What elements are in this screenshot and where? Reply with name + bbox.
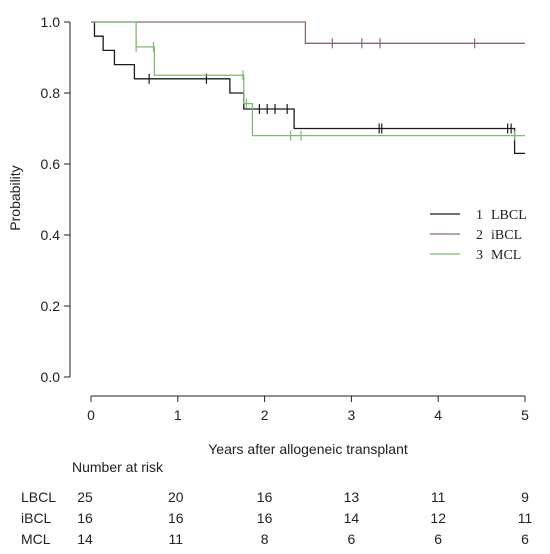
- risk-value: 11: [169, 531, 184, 547]
- risk-value: 6: [434, 531, 442, 547]
- risk-row-label: iBCL: [21, 510, 52, 526]
- risk-value: 14: [77, 531, 93, 547]
- legend-label: LBCL: [491, 208, 527, 223]
- y-tick-label: 0.8: [41, 85, 61, 101]
- risk-value: 12: [430, 510, 446, 526]
- risk-value: 11: [431, 489, 446, 505]
- legend: 1 LBCL 2 iBCL 3 MCL: [430, 208, 527, 263]
- risk-table-title: Number at risk: [72, 459, 164, 475]
- risk-value: 9: [521, 489, 529, 505]
- risk-value: 16: [257, 489, 273, 505]
- risk-table: LBCL 25 20 16 13 11 9 iBCL 16 16 16 14 12 11 MCL 14 11 8 6…: [21, 489, 532, 547]
- curve-mcl: [91, 21, 525, 137]
- x-axis: 0 1 2 3 4 5: [87, 395, 529, 423]
- risk-value: 14: [344, 510, 360, 526]
- risk-value: 16: [77, 510, 93, 526]
- risk-row-label: MCL: [21, 531, 51, 547]
- x-tick-label: 4: [434, 407, 442, 423]
- x-tick-label: 5: [521, 407, 529, 423]
- x-tick-label: 2: [261, 407, 269, 423]
- risk-value: 25: [77, 489, 93, 505]
- y-tick-label: 0.6: [41, 156, 61, 172]
- plot-curves: [91, 21, 525, 154]
- risk-row-label: LBCL: [21, 489, 56, 505]
- legend-label: iBCL: [491, 228, 522, 243]
- legend-number: 1: [476, 208, 483, 223]
- risk-value: 16: [257, 510, 273, 526]
- y-tick-label: 0.0: [41, 369, 61, 385]
- risk-value: 11: [518, 510, 533, 526]
- y-axis: 0.0 0.2 0.4 0.6 0.8 1.0: [41, 14, 71, 385]
- x-tick-label: 3: [348, 407, 356, 423]
- y-axis-label: Probability: [7, 165, 23, 230]
- risk-value: 6: [348, 531, 356, 547]
- y-tick-label: 0.4: [41, 227, 61, 243]
- curve-ibcl: [91, 21, 525, 44]
- risk-value: 16: [168, 510, 184, 526]
- risk-value: 13: [344, 489, 360, 505]
- curve-lbcl: [91, 21, 525, 154]
- risk-value: 8: [261, 531, 269, 547]
- y-tick-label: 0.2: [41, 298, 61, 314]
- legend-number: 2: [476, 228, 483, 243]
- risk-value: 6: [521, 531, 529, 547]
- x-tick-label: 0: [87, 407, 95, 423]
- x-axis-label: Years after allogeneic transplant: [208, 441, 408, 457]
- y-tick-label: 1.0: [41, 14, 61, 30]
- legend-number: 3: [476, 248, 483, 263]
- x-tick-label: 1: [174, 407, 182, 423]
- risk-value: 20: [168, 489, 184, 505]
- legend-label: MCL: [491, 248, 521, 263]
